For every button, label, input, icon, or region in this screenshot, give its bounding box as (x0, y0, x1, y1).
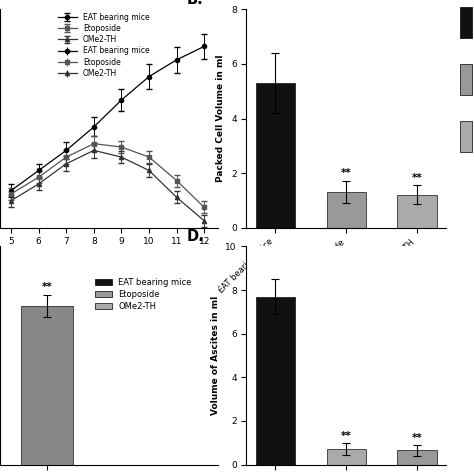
Legend: EAT bearing mice, Etoposide, OMe2-TH, EAT bearing mice, Etoposide, OMe2-TH: EAT bearing mice, Etoposide, OMe2-TH, EA… (55, 9, 153, 81)
Legend: EAT bearing mice, Etoposide, OMe2-TH: EAT bearing mice, Etoposide, OMe2-TH (91, 275, 195, 314)
Text: D.: D. (187, 229, 204, 244)
Text: **: ** (411, 433, 422, 443)
Bar (255, 83, 294, 228)
Bar (398, 450, 437, 465)
Bar (398, 195, 437, 228)
Bar (21, 306, 73, 465)
Bar (327, 192, 365, 228)
Text: B.: B. (187, 0, 203, 7)
Y-axis label: Volume of Ascites in ml: Volume of Ascites in ml (211, 296, 220, 415)
X-axis label: Treatment Groups: Treatment Groups (293, 301, 399, 311)
Y-axis label: Packed Cell Volume in ml: Packed Cell Volume in ml (217, 55, 226, 182)
X-axis label: st EAT transplantation: st EAT transplantation (52, 252, 166, 261)
Bar (255, 297, 294, 465)
Text: **: ** (411, 173, 422, 182)
Text: **: ** (42, 282, 53, 292)
Text: **: ** (341, 431, 351, 441)
Bar (327, 449, 365, 465)
Text: **: ** (341, 168, 351, 179)
